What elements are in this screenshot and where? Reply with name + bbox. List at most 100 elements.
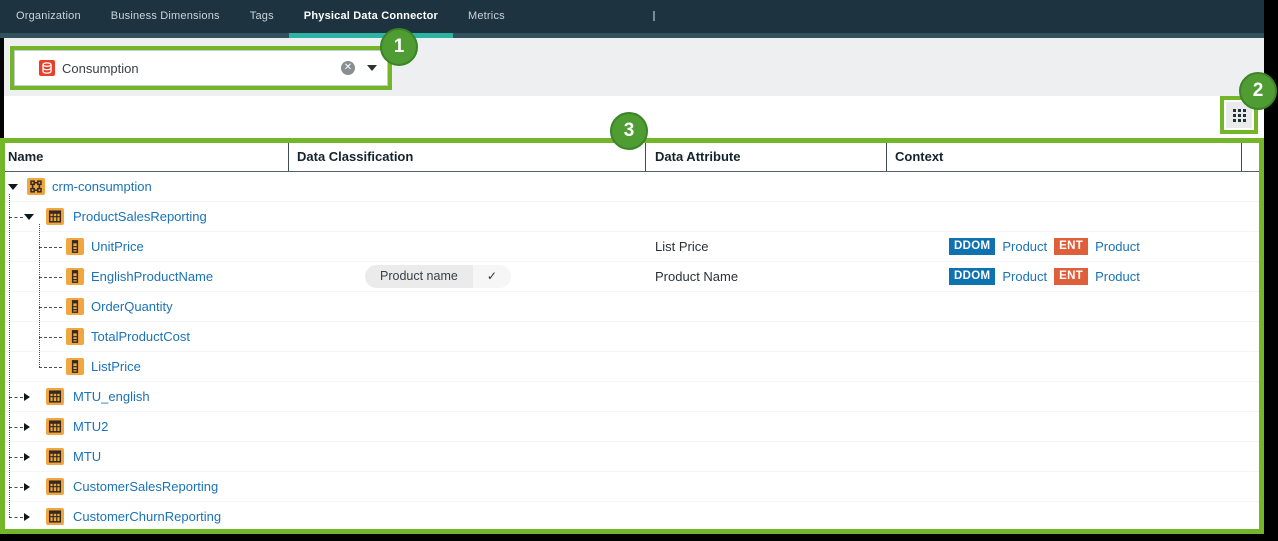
tree-node: MTU_english — [5, 382, 288, 411]
caret-collapsed-icon[interactable] — [24, 482, 30, 491]
context-type-badge-ent: ENT — [1054, 268, 1089, 285]
data-attribute-cell — [645, 412, 886, 441]
node-name-link[interactable]: ListPrice — [91, 359, 141, 374]
table-row[interactable]: UnitPrice List Price DDOM Product ENT Product — [5, 232, 1259, 262]
classification-cell — [288, 322, 645, 351]
column-header-data-classification[interactable]: Data Classification — [288, 143, 645, 171]
table-row[interactable]: TotalProductCost — [5, 322, 1259, 352]
tree-connector-line — [39, 366, 62, 368]
table-row[interactable]: CustomerChurnReporting — [5, 502, 1259, 529]
context-link[interactable]: Product — [1095, 239, 1140, 254]
annotation-badge-3: 3 — [610, 112, 648, 150]
nav-cursor-tick — [653, 11, 655, 21]
table-row[interactable]: crm-consumption — [5, 172, 1259, 202]
node-name-link[interactable]: CustomerSalesReporting — [73, 479, 219, 494]
table-row[interactable]: CustomerSalesReporting — [5, 472, 1259, 502]
classification-cell — [288, 172, 645, 201]
node-name-link[interactable]: MTU — [73, 449, 102, 464]
classification-cell — [288, 232, 645, 261]
connector-select-value: Consumption — [62, 60, 139, 76]
node-name-link[interactable]: MTU2 — [73, 419, 109, 434]
classification-cell — [288, 382, 645, 411]
tree-node: CustomerSalesReporting — [5, 472, 288, 501]
context-link[interactable]: Product — [1095, 269, 1140, 284]
database-icon — [39, 60, 55, 76]
table-row[interactable]: OrderQuantity — [5, 292, 1259, 322]
classification-cell — [288, 472, 645, 501]
connector-select[interactable]: Consumption ✕ — [14, 50, 388, 86]
annotation-badge-2: 2 — [1239, 72, 1277, 110]
context-type-badge-ddom: DDOM — [949, 268, 996, 285]
tree-connector-line — [39, 246, 62, 248]
column-icon — [66, 328, 84, 345]
tree-connector-line — [9, 216, 23, 218]
context-cell: DDOM Product ENT Product — [886, 262, 1241, 291]
context-link[interactable]: Product — [1002, 239, 1048, 254]
table-row[interactable]: MTU — [5, 442, 1259, 472]
data-attribute-cell — [645, 292, 886, 321]
caret-expanded-icon[interactable] — [24, 214, 34, 220]
data-attribute-cell — [645, 382, 886, 411]
table-row[interactable]: EnglishProductName Product name ✓ Product N… — [5, 262, 1259, 292]
tree-node: MTU2 — [5, 412, 288, 441]
column-icon — [66, 358, 84, 375]
data-attribute-cell: List Price — [645, 232, 886, 261]
node-name-link[interactable]: TotalProductCost — [91, 329, 190, 344]
classification-pill[interactable]: Product name ✓ — [365, 265, 511, 288]
context-cell — [886, 442, 1241, 471]
tab-metrics[interactable]: Metrics — [468, 10, 505, 22]
table-icon — [46, 388, 64, 405]
annotation-box-1: Consumption ✕ — [10, 46, 392, 90]
data-attribute-cell — [645, 472, 886, 501]
table-icon — [46, 448, 64, 465]
node-name-link[interactable]: ProductSalesReporting — [73, 209, 207, 224]
clear-icon[interactable]: ✕ — [341, 61, 355, 75]
tree-node: TotalProductCost — [5, 322, 288, 351]
table-icon — [46, 478, 64, 495]
tree-node: MTU — [5, 442, 288, 471]
table-row[interactable]: MTU_english — [5, 382, 1259, 412]
node-name-link[interactable]: crm-consumption — [52, 179, 152, 194]
context-cell — [886, 472, 1241, 501]
check-icon: ✓ — [472, 265, 511, 288]
table-icon — [46, 508, 64, 525]
classification-cell — [288, 502, 645, 529]
node-name-link[interactable]: OrderQuantity — [91, 299, 173, 314]
screen-edge-bottom — [0, 534, 1278, 541]
tab-business-dimensions[interactable]: Business Dimensions — [110, 10, 220, 22]
table-row[interactable]: ListPrice — [5, 352, 1259, 382]
caret-expanded-icon[interactable] — [8, 184, 18, 190]
tree-node: EnglishProductName — [5, 262, 288, 291]
context-type-badge-ddom: DDOM — [949, 238, 996, 255]
caret-collapsed-icon[interactable] — [24, 422, 30, 431]
table-row[interactable]: ProductSalesReporting — [5, 202, 1259, 232]
context-cell — [886, 382, 1241, 411]
tab-organization[interactable]: Organization — [16, 10, 81, 22]
context-cell — [886, 202, 1241, 231]
tab-tags[interactable]: Tags — [249, 10, 274, 22]
data-attribute-value: List Price — [655, 239, 709, 254]
context-link[interactable]: Product — [1002, 269, 1048, 284]
column-header-data-attribute[interactable]: Data Attribute — [645, 143, 886, 171]
caret-down-icon[interactable] — [367, 65, 377, 71]
caret-collapsed-icon[interactable] — [24, 452, 30, 461]
data-attribute-cell — [645, 172, 886, 201]
annotation-badge-1: 1 — [380, 28, 418, 66]
node-name-link[interactable]: CustomerChurnReporting — [73, 509, 222, 524]
table-row[interactable]: MTU2 — [5, 412, 1259, 442]
tree-connector-line — [9, 426, 23, 428]
node-name-link[interactable]: EnglishProductName — [91, 269, 214, 284]
caret-collapsed-icon[interactable] — [24, 512, 30, 521]
tree-guide-line — [8, 194, 10, 517]
column-header-context[interactable]: Context — [886, 143, 1241, 171]
classification-cell — [288, 412, 645, 441]
column-header-name[interactable]: Name — [8, 149, 44, 164]
data-attribute-cell: Product Name — [645, 262, 886, 291]
tab-physical-data-connector[interactable]: Physical Data Connector — [288, 0, 454, 38]
node-name-link[interactable]: MTU_english — [73, 389, 150, 404]
node-name-link[interactable]: UnitPrice — [91, 239, 144, 254]
annotation-box-2 — [1220, 96, 1258, 134]
caret-collapsed-icon[interactable] — [24, 392, 30, 401]
context-cell — [886, 292, 1241, 321]
nav-bottom-band — [0, 33, 1264, 38]
